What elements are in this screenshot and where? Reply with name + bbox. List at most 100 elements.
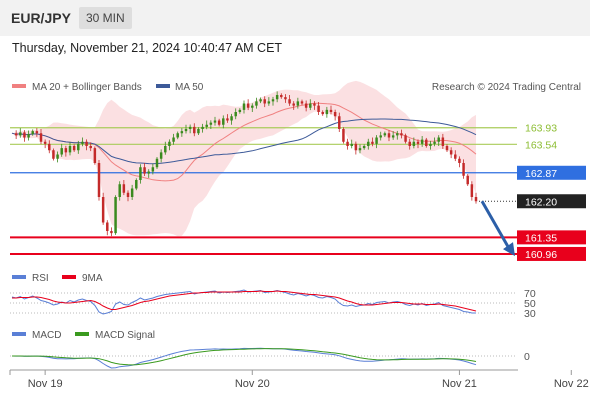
candle-body: [454, 154, 457, 159]
rsi-ma-line: [12, 290, 477, 312]
candle-body: [470, 184, 474, 197]
candle-body: [23, 132, 26, 138]
ma20-legend-label: MA 20 + Bollinger Bands: [32, 82, 142, 93]
candle-body: [14, 133, 18, 136]
price-levels: [10, 127, 517, 255]
support-label: 161.35: [525, 232, 557, 244]
chart-header: EUR/JPY 30 MIN: [0, 0, 590, 36]
rsi-ma-legend-swatch: [62, 275, 76, 279]
candle-body: [412, 141, 416, 146]
candle-body: [52, 150, 55, 159]
timeframe-badge[interactable]: 30 MIN: [79, 7, 132, 29]
rsi-legend-swatch: [12, 275, 26, 279]
candle-body: [255, 101, 258, 106]
candle-body: [130, 188, 134, 197]
candle-body: [325, 109, 329, 115]
pivot-badge: [517, 165, 586, 180]
candle-body: [300, 101, 304, 104]
candle-body: [205, 124, 208, 127]
candle-body: [143, 167, 146, 174]
forecast-arrow-head: [503, 242, 515, 257]
candle-body: [296, 101, 300, 106]
candle-body: [72, 146, 76, 151]
candle-body: [242, 103, 246, 110]
candle-body: [333, 112, 337, 117]
candle-body: [176, 133, 179, 138]
candle-body: [118, 184, 121, 197]
candle-body: [139, 167, 142, 180]
macd-legend-swatch: [12, 332, 26, 336]
candle-body: [462, 163, 465, 176]
candle-body: [275, 95, 279, 100]
candle-body: [317, 105, 320, 112]
rsi-level-label: 30: [524, 308, 536, 320]
candle-body: [449, 150, 453, 155]
candle-body: [213, 120, 217, 123]
forecast-arrow-shaft: [480, 200, 512, 251]
candle-body: [437, 137, 440, 142]
candle-body: [238, 109, 242, 112]
ma50-line: [11, 118, 477, 165]
time-tick-label: Nov 20: [235, 378, 270, 390]
candle-body: [164, 146, 167, 153]
candle-body: [77, 143, 80, 151]
candle-body: [43, 141, 47, 144]
candle-body: [197, 129, 200, 134]
candle-body: [396, 133, 399, 136]
time-axis: Nov 19 Nov 20 Nov 21 Nov 22: [9, 370, 589, 390]
candle-body: [226, 118, 229, 121]
support-label: 160.96: [525, 249, 557, 261]
candle-body: [193, 126, 196, 134]
candle-body: [420, 139, 424, 144]
candle-body: [408, 141, 411, 146]
candle-body: [416, 141, 420, 144]
candle-body: [280, 95, 283, 98]
candle-body: [321, 112, 324, 115]
macd-legend-label: MACD: [32, 330, 61, 341]
candle-body: [466, 175, 469, 185]
last-price-badge: [517, 194, 586, 209]
candle-body: [425, 139, 428, 146]
candle-body: [474, 197, 478, 202]
candle-body: [114, 197, 117, 234]
candle-body: [284, 97, 287, 100]
candle-body: [267, 101, 271, 104]
candle-body: [367, 141, 370, 146]
candle-body: [429, 143, 432, 146]
resistance-label: 163.93: [525, 123, 557, 135]
rsi-ma-legend-label: 9MA: [82, 273, 103, 284]
candle-body: [35, 131, 39, 134]
candle-body: [209, 122, 213, 125]
candle-body: [350, 143, 353, 146]
support-badge: [517, 230, 586, 245]
candle-body: [259, 99, 262, 102]
moving-averages: [11, 102, 477, 182]
candle-body: [358, 148, 362, 151]
ma50-legend-swatch: [156, 84, 170, 88]
candle-body: [151, 167, 155, 172]
candle-body: [379, 135, 382, 138]
candle-body: [19, 132, 22, 136]
candle-body: [304, 103, 308, 108]
candle-body: [27, 134, 30, 138]
time-tick-label: Nov 19: [28, 378, 63, 390]
candle-body: [39, 133, 43, 142]
candle-body: [433, 141, 436, 144]
candle-body: [458, 158, 461, 163]
candle-body: [342, 129, 345, 142]
last-price-label: 162.20: [525, 196, 557, 208]
candle-body: [375, 137, 378, 144]
candle-body: [56, 154, 59, 159]
candle-body: [60, 148, 63, 155]
candle-body: [263, 99, 266, 104]
candle-body: [313, 103, 316, 106]
macd-signal-legend-swatch: [75, 332, 89, 336]
candle-body: [188, 126, 192, 129]
candle-body: [81, 141, 84, 144]
candle-body: [106, 222, 109, 231]
rsi-level-label: 70: [524, 288, 536, 300]
candle-body: [97, 163, 101, 197]
candle-body: [251, 105, 254, 108]
